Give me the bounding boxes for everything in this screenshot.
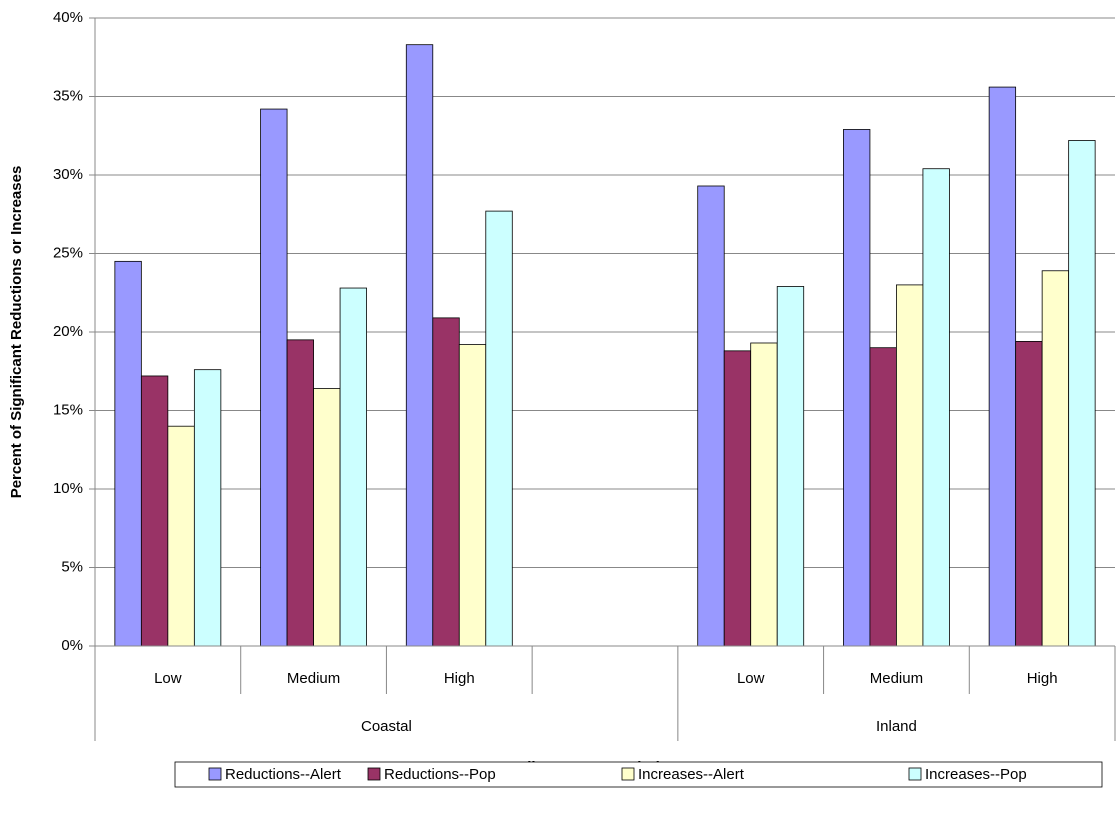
y-tick-label: 35% bbox=[53, 87, 83, 104]
x-tick-label: High bbox=[444, 670, 475, 687]
bar bbox=[260, 108, 288, 647]
legend-swatch bbox=[621, 767, 635, 781]
bar bbox=[1068, 140, 1096, 647]
bar bbox=[432, 317, 460, 647]
legend-box bbox=[174, 761, 1103, 788]
x-tick-label: Medium bbox=[287, 670, 340, 687]
x-tick-label: Low bbox=[737, 670, 765, 687]
legend-swatch bbox=[908, 767, 922, 781]
y-tick-label: 40% bbox=[53, 9, 83, 26]
y-tick-label: 15% bbox=[53, 401, 83, 418]
y-tick-label: 5% bbox=[61, 558, 83, 575]
bar bbox=[869, 347, 897, 647]
bar bbox=[843, 129, 871, 647]
y-tick-label: 10% bbox=[53, 480, 83, 497]
bar bbox=[896, 284, 924, 647]
bar bbox=[339, 287, 367, 647]
bar bbox=[776, 286, 805, 647]
bar bbox=[922, 168, 950, 647]
bar bbox=[167, 425, 195, 647]
bar bbox=[1041, 270, 1070, 647]
y-tick-label: 20% bbox=[53, 323, 83, 340]
bar bbox=[485, 210, 513, 647]
bar bbox=[313, 388, 341, 647]
x-tick-label: Low bbox=[154, 670, 182, 687]
group-label: Coastal bbox=[361, 718, 412, 735]
bar bbox=[750, 342, 778, 647]
y-axis-title: Percent of Significant Reductions or Inc… bbox=[8, 166, 25, 499]
bar bbox=[1015, 341, 1043, 647]
bar bbox=[405, 44, 434, 647]
bar bbox=[988, 86, 1017, 647]
bar bbox=[193, 369, 222, 647]
bar bbox=[114, 260, 142, 647]
bar bbox=[140, 375, 169, 647]
bar bbox=[697, 185, 725, 647]
legend-label: Increases--Pop bbox=[925, 766, 1027, 783]
bar bbox=[723, 350, 752, 647]
legend-swatch bbox=[208, 767, 222, 781]
legend-swatch bbox=[367, 767, 381, 781]
legend-label: Increases--Alert bbox=[638, 766, 745, 783]
bar bbox=[458, 344, 487, 647]
bar bbox=[286, 339, 314, 647]
x-tick-label: Medium bbox=[870, 670, 923, 687]
legend-label: Reductions--Pop bbox=[384, 766, 496, 783]
legend-label: Reductions--Alert bbox=[225, 766, 342, 783]
y-tick-label: 25% bbox=[53, 244, 83, 261]
y-tick-label: 30% bbox=[53, 166, 83, 183]
y-tick-label: 0% bbox=[61, 637, 83, 654]
x-tick-label: High bbox=[1027, 670, 1058, 687]
group-label: Inland bbox=[876, 718, 917, 735]
